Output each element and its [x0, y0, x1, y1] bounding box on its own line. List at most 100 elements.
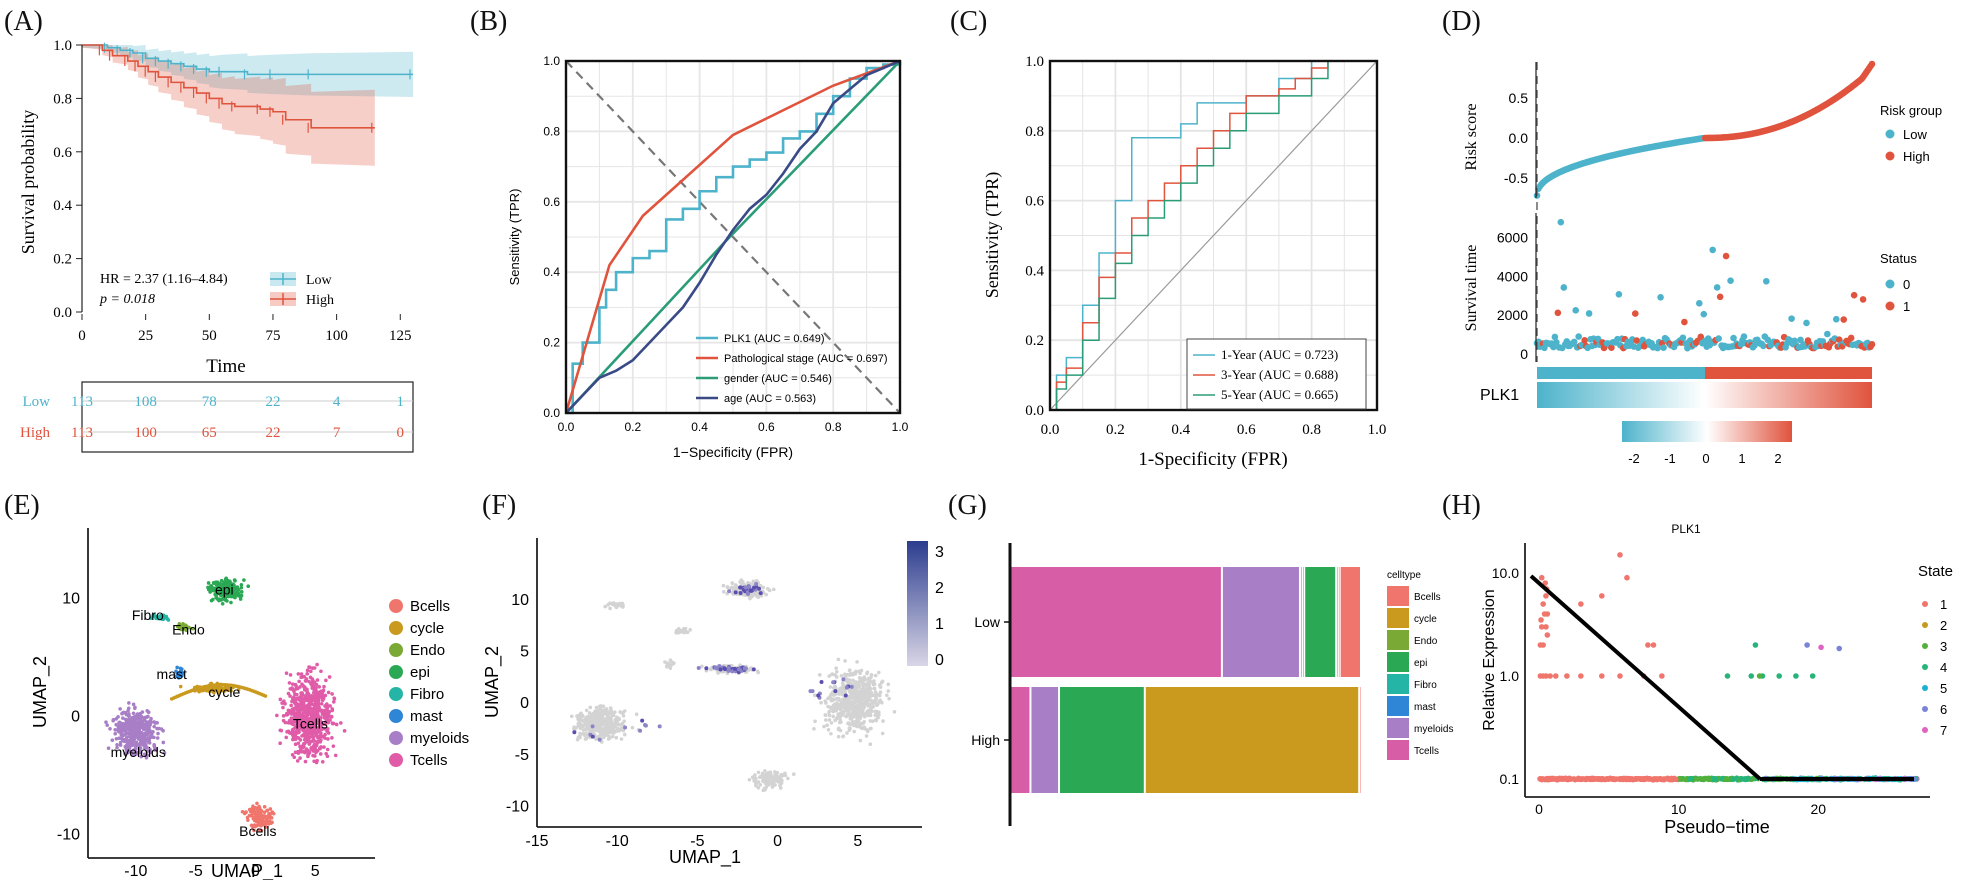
h-cell-point: [1668, 776, 1674, 782]
f-cell-point: [608, 606, 612, 611]
e-cell-point: [114, 722, 119, 727]
e-cell-point: [122, 728, 126, 733]
e-cell-point: [174, 669, 178, 674]
f-expressing-cell: [590, 734, 595, 739]
e-cell-point: [319, 745, 323, 749]
h-cell-point: [1809, 673, 1816, 679]
f-cell-point: [879, 680, 884, 685]
e-cell-point: [322, 684, 326, 689]
f-colorbar: [907, 541, 928, 666]
f-cell-point: [862, 675, 867, 679]
e-cell-point: [226, 688, 231, 692]
h-cell-point: [1681, 776, 1687, 782]
e-cell-point: [153, 614, 157, 618]
e-legend-label: epi: [410, 664, 430, 681]
f-cell-point: [763, 787, 767, 792]
a-ytick-label: 0.4: [53, 198, 72, 214]
h-cell-point: [1836, 645, 1843, 652]
f-cell-point: [847, 668, 852, 673]
e-cell-point: [319, 738, 323, 742]
f-cell-point: [601, 720, 606, 724]
c-ytick-label: 0.4: [1025, 263, 1044, 279]
panel-d-risk-plot: 0.5 0.0 -0.5 6000 4000 2000 0 Risk score Survi…: [1463, 60, 1942, 466]
f-cell-point: [853, 699, 857, 704]
b-plot-frame: [564, 59, 902, 415]
e-cell-point: [284, 735, 289, 740]
f-cell-point: [837, 720, 842, 725]
c-legend-label: 5-Year (AUC = 0.665): [1221, 387, 1338, 402]
e-cell-point: [232, 578, 237, 582]
e-cell-point: [222, 597, 226, 601]
e-cell-point: [208, 585, 213, 590]
c-roc-curve-1: [1050, 60, 1377, 411]
panel-letter-c: (C): [950, 6, 987, 37]
b-ytick-label: 1.0: [543, 54, 560, 68]
e-cell-point: [258, 811, 263, 815]
h-cell-point: [1626, 776, 1633, 783]
e-cell-point: [301, 684, 306, 688]
e-cell-point: [266, 821, 271, 826]
f-cell-point: [575, 737, 580, 742]
a-ytick-label: 0.2: [53, 252, 72, 268]
e-cell-point: [325, 727, 330, 732]
d-survival-point: [1660, 344, 1667, 351]
e-cell-point: [304, 721, 309, 725]
f-cell-point: [828, 685, 833, 689]
e-cell-point: [255, 823, 260, 828]
e-cell-point: [220, 582, 225, 587]
f-cell-point: [598, 724, 602, 729]
f-cell-point: [892, 710, 897, 714]
f-cell-point: [668, 658, 673, 663]
e-cell-point: [265, 808, 269, 813]
e-cell-point: [287, 681, 292, 685]
f-cell-point: [756, 770, 761, 775]
f-cell-point: [620, 601, 625, 606]
e-cell-point: [319, 727, 324, 732]
e-cell-point: [199, 688, 204, 693]
e-cell-point: [320, 760, 325, 764]
e-cell-point: [331, 721, 336, 726]
e-cell-point: [154, 747, 158, 752]
f-ytick-label: 0: [520, 695, 529, 712]
f-cell-point: [819, 700, 823, 705]
f-cell-point: [771, 779, 775, 784]
b-ytick-label: 0.4: [543, 265, 560, 279]
f-cell-point: [688, 628, 692, 632]
e-cell-point: [156, 616, 160, 621]
f-expressing-cell: [816, 693, 821, 698]
e-cell-point: [252, 828, 256, 833]
e-cell-point: [319, 702, 324, 706]
f-cell-point: [634, 712, 639, 716]
e-cell-point: [160, 613, 165, 618]
h-cell-point: [1620, 776, 1626, 783]
h-cell-point: [1564, 673, 1570, 679]
e-cell-point: [313, 700, 318, 704]
d-risk-ytick: 0.5: [1509, 90, 1529, 106]
e-cell-point: [331, 700, 336, 704]
d-survival-point: [1868, 341, 1876, 348]
a-risk-cell: 113: [71, 425, 93, 441]
f-colorbar-tick: 0: [935, 652, 944, 669]
d-survival-point: [1847, 334, 1855, 342]
e-cell-point: [278, 741, 282, 745]
e-cell-point: [179, 669, 183, 673]
e-cell-point: [281, 718, 286, 723]
h-legend-title: State: [1918, 563, 1953, 580]
e-cell-point: [127, 714, 131, 718]
d-survival-point: [1788, 315, 1795, 322]
e-cell-point: [206, 581, 211, 585]
f-cell-point: [753, 591, 758, 595]
h-cell-point: [1553, 776, 1559, 782]
g-stacked-segment: [1031, 687, 1059, 793]
e-cell-point: [145, 749, 149, 754]
panel-g-celltype-proportion: Low High celltype Bcells cycle Endo epi Fibro…: [971, 543, 1453, 826]
e-xtick-label: 5: [311, 863, 320, 880]
f-cell-point: [858, 692, 862, 697]
g-category-label: Low: [974, 614, 1001, 630]
e-cell-point: [132, 715, 137, 719]
f-cell-point: [582, 719, 586, 724]
e-cell-point: [146, 730, 150, 735]
h-cell-point: [1617, 673, 1623, 679]
f-cell-point: [865, 728, 870, 732]
